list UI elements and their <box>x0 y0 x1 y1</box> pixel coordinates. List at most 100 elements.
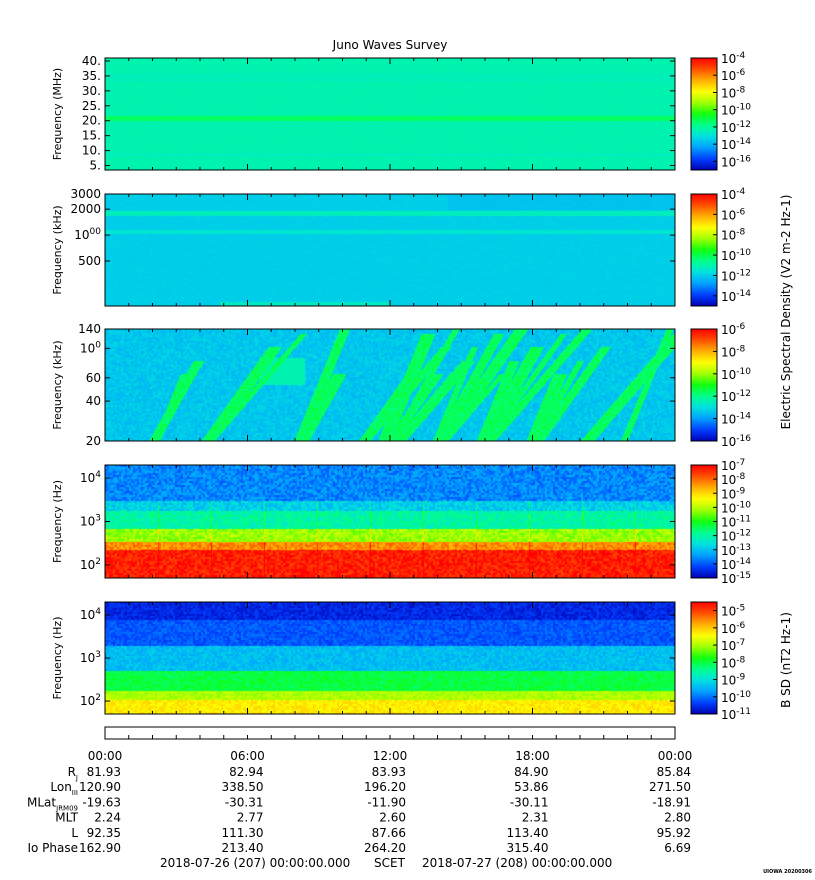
colorbar-tick-label: 10-16 <box>721 154 751 169</box>
ephemeris-row-label: MLT <box>55 811 78 825</box>
credit-stamp: UIOWA 20200306 <box>763 869 812 875</box>
ephemeris-row-label: MLatJRM09 <box>27 795 78 812</box>
colorbar-tick-label: 10-12 <box>721 120 751 135</box>
colorbar <box>690 328 718 442</box>
chart-title: Juno Waves Survey <box>332 38 448 52</box>
colorbar-tick-label: 10-10 <box>721 367 751 382</box>
colorbar <box>690 57 718 171</box>
footer-end-date: 2018-07-27 (208) 00:00:00.000 <box>422 856 612 870</box>
spectrogram-image <box>105 194 675 306</box>
spectrogram-panels: 40.35.30.25.20.15.10.5. Frequency (MHz) 10… <box>51 51 793 722</box>
colorbar-tick-label: 10-8 <box>721 85 746 100</box>
ephemeris-row-label: RJ <box>68 765 78 782</box>
y-tick-label: 104 <box>80 607 101 622</box>
panel-panel-khz-low: 140 100 60 40 20 Frequency (kHz) 10-6 10-8 10-10… <box>51 322 751 449</box>
panel-panel-hz-electric: 104 103 102 Frequency (Hz) 10-710-810-910-10… <box>51 458 751 586</box>
ephemeris-value: -30.31 <box>225 795 264 809</box>
y-tick-label: 102 <box>80 693 101 708</box>
y-tick-label: 100 <box>80 340 101 355</box>
colorbar-tick-label: 10-6 <box>721 621 746 636</box>
colorbar-tick-label: 10-6 <box>721 207 746 222</box>
spectrogram-image <box>105 329 675 441</box>
colorbar-tick-label: 10-7 <box>721 458 745 473</box>
ephemeris-value: 85.84 <box>657 765 691 779</box>
y-tick-label: 500 <box>78 254 101 268</box>
time-tick-label: 12:00 <box>373 749 408 763</box>
colorbar <box>690 601 718 715</box>
time-tick-label: 00:00 <box>658 749 693 763</box>
footer-start-date: 2018-07-26 (207) 00:00:00.000 <box>160 856 350 870</box>
y-tick-label: 35. <box>82 69 101 83</box>
time-axis-table: 00:00 06:00 12:00 18:00 00:00 RJ 81.93 82.94 83.… <box>27 726 693 855</box>
y-tick-label: 40 <box>86 394 101 408</box>
colorbar-label-electric: Electric Spectral Density (V2 m-2 Hz-1) <box>779 195 793 430</box>
spectrogram-image <box>105 602 675 714</box>
colorbar-tick-label: 10-14 <box>721 137 751 152</box>
footer-scet-label: SCET <box>374 856 406 870</box>
y-tick-label: 30. <box>82 84 101 98</box>
y-tick-label: 3000 <box>70 187 101 201</box>
colorbar-tick-label: 10-4 <box>721 51 746 66</box>
colorbar-tick-label: 10-8 <box>721 472 746 487</box>
colorbar-tick-label: 10-14 <box>721 412 751 427</box>
y-tick-label: 104 <box>80 470 101 485</box>
ephemeris-value: 83.93 <box>372 765 406 779</box>
ephemeris-value: 338.50 <box>222 780 264 794</box>
colorbar-tick-label: 10-16 <box>721 434 751 449</box>
y-axis-label: Frequency (kHz) <box>51 205 64 294</box>
ephemeris-value: 196.20 <box>364 780 406 794</box>
colorbar-tick-label: 10-5 <box>721 604 745 619</box>
colorbar-tick-label: 10-11 <box>721 515 751 530</box>
ephemeris-value: -30.11 <box>510 795 549 809</box>
colorbar-tick-label: 10-8 <box>721 344 746 359</box>
y-tick-label: 103 <box>80 650 101 665</box>
colorbar-tick-label: 10-10 <box>721 248 751 263</box>
colorbar-tick-label: 10-6 <box>721 322 746 337</box>
y-tick-label: 1000 <box>74 227 101 242</box>
colorbar-tick-label: 10-10 <box>721 690 751 705</box>
ephemeris-value: 82.94 <box>229 765 263 779</box>
colorbar-tick-label: 10-11 <box>721 707 751 722</box>
ephemeris-value: -11.90 <box>367 795 406 809</box>
colorbar-tick-label: 10-4 <box>721 187 746 202</box>
y-axis-label: Frequency (kHz) <box>51 340 64 429</box>
ephemeris-value: 92.35 <box>87 826 121 840</box>
panel-panel-mhz: 40.35.30.25.20.15.10.5. Frequency (MHz) 10… <box>51 51 751 173</box>
colorbar-tick-label: 10-9 <box>721 673 746 688</box>
y-tick-label: 140 <box>78 322 101 336</box>
colorbar-tick-label: 10-8 <box>721 228 746 243</box>
ephemeris-value: -18.91 <box>652 795 691 809</box>
colorbar-tick-label: 10-12 <box>721 389 751 404</box>
ephemeris-value: 120.90 <box>79 780 121 794</box>
colorbar-tick-label: 10-10 <box>721 500 751 515</box>
colorbar-tick-label: 10-13 <box>721 543 751 558</box>
y-tick-label: 20. <box>82 114 101 128</box>
ephemeris-value: 2.60 <box>379 811 406 825</box>
ephemeris-value: 81.93 <box>87 765 121 779</box>
ephemeris-value: 315.40 <box>507 841 549 855</box>
ephemeris-value: 2.24 <box>94 811 121 825</box>
ephemeris-value: 87.66 <box>372 826 406 840</box>
colorbar-tick-label: 10-12 <box>721 529 751 544</box>
y-tick-label: 40. <box>82 54 101 68</box>
time-tick-label: 00:00 <box>88 749 123 763</box>
colorbar-tick-label: 10-7 <box>721 638 745 653</box>
y-tick-label: 103 <box>80 514 101 529</box>
colorbar-label-magnetic: B SD (nT2 Hz-1) <box>779 612 793 708</box>
ephemeris-value: 2.80 <box>664 811 691 825</box>
y-tick-label: 20 <box>86 434 101 448</box>
ephemeris-row-label: Io Phase <box>27 841 78 855</box>
colorbar <box>690 193 718 307</box>
panel-panel-hz-magnetic: 104 103 102 Frequency (Hz) 10-5 10-6 10-7 10-8 1… <box>51 601 751 722</box>
ephemeris-value: 53.86 <box>514 780 548 794</box>
colorbar-tick-label: 10-9 <box>721 486 746 501</box>
y-axis-label: Frequency (Hz) <box>51 480 64 563</box>
y-tick-label: 2000 <box>70 202 101 216</box>
ephemeris-value: 95.92 <box>657 826 691 840</box>
colorbar-tick-label: 10-12 <box>721 268 751 283</box>
ephemeris-value: 162.90 <box>79 841 121 855</box>
y-tick-label: 60 <box>86 371 101 385</box>
y-tick-label: 10. <box>82 144 101 158</box>
